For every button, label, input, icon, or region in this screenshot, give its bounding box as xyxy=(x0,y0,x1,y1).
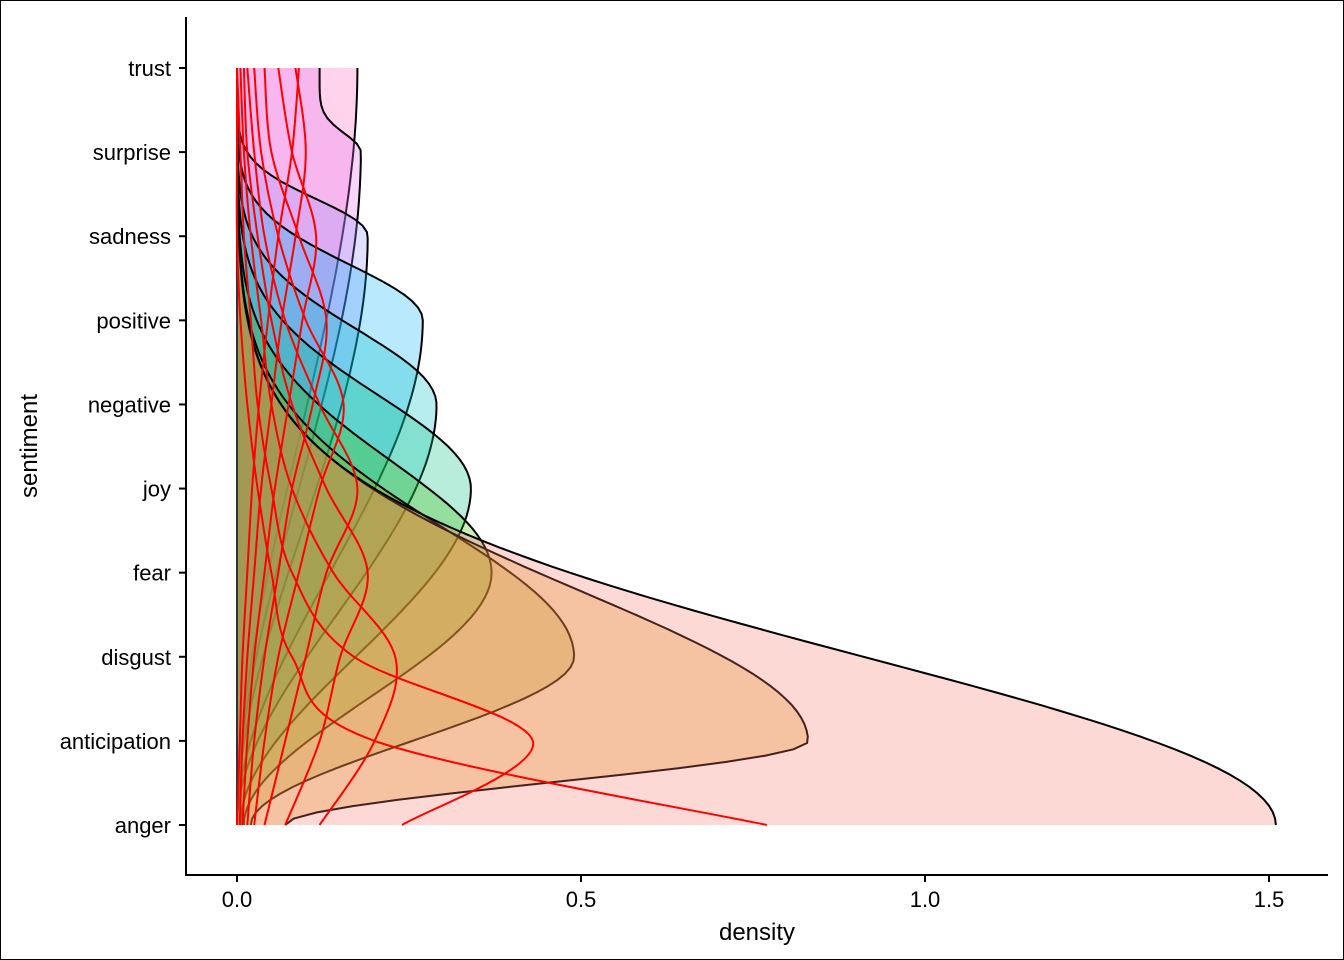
y-tick-label-negative: negative xyxy=(88,392,171,417)
y-tick-label-anger: anger xyxy=(115,813,171,838)
y-tick-label-sadness: sadness xyxy=(89,224,171,249)
x-tick-label-1.0: 1.0 xyxy=(910,887,941,912)
density-outline-trust xyxy=(236,68,359,825)
density-outline-surprise xyxy=(236,68,362,825)
reference-curves xyxy=(235,67,768,826)
density-area-disgust xyxy=(237,68,575,825)
reference-curve-9 xyxy=(238,67,307,826)
density-area-anticipation xyxy=(237,68,808,825)
density-outline-negative xyxy=(236,68,438,826)
density-area-anger xyxy=(237,68,1276,825)
x-tick-label-0.0: 0.0 xyxy=(222,887,253,912)
y-tick-label-surprise: surprise xyxy=(93,140,171,165)
y-axis-title: sentiment xyxy=(16,394,43,498)
y-tick-label-fear: fear xyxy=(133,561,171,586)
y-tick-label-trust: trust xyxy=(128,56,171,81)
reference-curve-3 xyxy=(239,67,398,826)
y-tick-label-anticipation: anticipation xyxy=(60,729,171,754)
x-axis-title: density xyxy=(719,919,795,946)
x-axis-ticks: 0.0 0.5 1.0 1.5 xyxy=(222,875,1285,912)
density-area-fear xyxy=(237,68,492,825)
reference-curve-2 xyxy=(236,67,534,826)
reference-curve-1 xyxy=(235,68,768,826)
reference-curve-10 xyxy=(236,67,300,826)
reference-curve-4 xyxy=(242,67,369,826)
x-tick-label-1.5: 1.5 xyxy=(1254,887,1285,912)
density-curves xyxy=(236,68,1277,826)
y-tick-label-disgust: disgust xyxy=(101,645,171,670)
reference-curve-8 xyxy=(241,67,318,826)
density-area-negative xyxy=(237,68,437,825)
y-tick-label-positive: positive xyxy=(96,308,171,333)
reference-curve-7 xyxy=(246,67,328,826)
y-tick-label-joy: joy xyxy=(142,477,171,502)
reference-curve-5 xyxy=(246,67,359,826)
density-area-joy xyxy=(237,68,471,825)
y-axis-ticks: anger anticipation disgust fear joy negative p… xyxy=(60,56,186,838)
x-tick-label-0.5: 0.5 xyxy=(566,887,597,912)
reference-curve-6 xyxy=(253,67,345,826)
